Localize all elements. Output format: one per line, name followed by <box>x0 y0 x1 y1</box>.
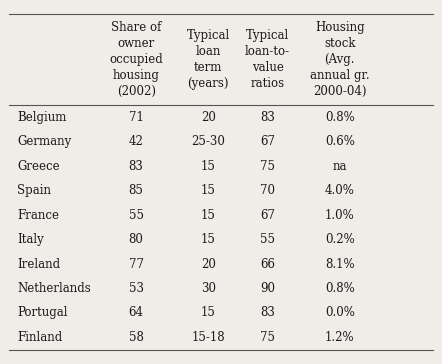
Text: 42: 42 <box>129 135 144 148</box>
Text: 8.1%: 8.1% <box>325 257 354 270</box>
Text: 1.2%: 1.2% <box>325 331 354 344</box>
Text: 0.8%: 0.8% <box>325 111 354 124</box>
Text: 75: 75 <box>260 331 275 344</box>
Text: 53: 53 <box>129 282 144 295</box>
Text: Finland: Finland <box>17 331 63 344</box>
Text: na: na <box>332 159 347 173</box>
Text: Typical
loan
term
(years): Typical loan term (years) <box>187 29 230 90</box>
Text: 4.0%: 4.0% <box>325 184 355 197</box>
Text: 83: 83 <box>260 306 275 320</box>
Text: 0.6%: 0.6% <box>325 135 355 148</box>
Text: 58: 58 <box>129 331 144 344</box>
Text: Ireland: Ireland <box>17 257 61 270</box>
Text: Netherlands: Netherlands <box>17 282 91 295</box>
Text: 0.2%: 0.2% <box>325 233 354 246</box>
Text: Germany: Germany <box>17 135 72 148</box>
Text: 83: 83 <box>129 159 144 173</box>
Text: 83: 83 <box>260 111 275 124</box>
Text: Share of
owner
occupied
housing
(2002): Share of owner occupied housing (2002) <box>109 21 163 98</box>
Text: Greece: Greece <box>17 159 60 173</box>
Text: 15: 15 <box>201 184 216 197</box>
Text: 15: 15 <box>201 306 216 320</box>
Text: Typical
loan-to-
value
ratios: Typical loan-to- value ratios <box>245 29 290 90</box>
Text: 1.0%: 1.0% <box>325 209 354 222</box>
Text: 20: 20 <box>201 111 216 124</box>
Text: 90: 90 <box>260 282 275 295</box>
Text: 20: 20 <box>201 257 216 270</box>
Text: France: France <box>17 209 59 222</box>
Text: Italy: Italy <box>17 233 44 246</box>
Text: 15: 15 <box>201 209 216 222</box>
Text: 15-18: 15-18 <box>191 331 225 344</box>
Text: Housing
stock
(Avg.
annual gr.
2000-04): Housing stock (Avg. annual gr. 2000-04) <box>310 21 370 98</box>
Text: 67: 67 <box>260 135 275 148</box>
Text: Spain: Spain <box>17 184 51 197</box>
Text: 25-30: 25-30 <box>191 135 225 148</box>
Text: 71: 71 <box>129 111 144 124</box>
Text: 30: 30 <box>201 282 216 295</box>
Text: 55: 55 <box>260 233 275 246</box>
Text: 77: 77 <box>129 257 144 270</box>
Text: 67: 67 <box>260 209 275 222</box>
Text: 75: 75 <box>260 159 275 173</box>
Text: 0.0%: 0.0% <box>325 306 355 320</box>
Text: Belgium: Belgium <box>17 111 67 124</box>
Text: 64: 64 <box>129 306 144 320</box>
Text: 55: 55 <box>129 209 144 222</box>
Text: 15: 15 <box>201 159 216 173</box>
Text: 70: 70 <box>260 184 275 197</box>
Text: 0.8%: 0.8% <box>325 282 354 295</box>
Text: Portugal: Portugal <box>17 306 68 320</box>
Text: 15: 15 <box>201 233 216 246</box>
Text: 85: 85 <box>129 184 144 197</box>
Text: 80: 80 <box>129 233 144 246</box>
Text: 66: 66 <box>260 257 275 270</box>
